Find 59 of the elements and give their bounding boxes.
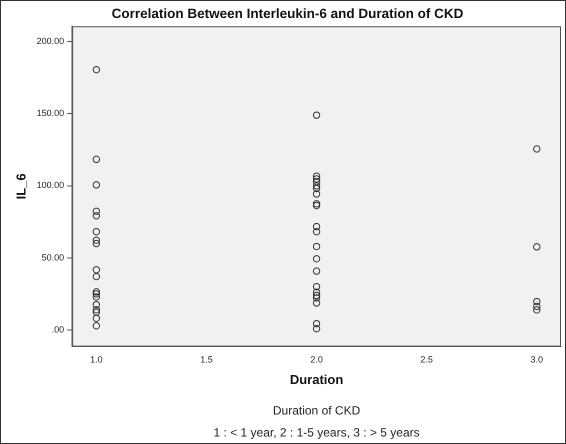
point bbox=[312, 282, 320, 290]
point bbox=[312, 172, 320, 180]
point bbox=[312, 202, 320, 210]
y-tick-label: .00 bbox=[52, 324, 64, 335]
point bbox=[312, 288, 320, 296]
point bbox=[533, 306, 540, 314]
point bbox=[92, 212, 100, 220]
point bbox=[92, 288, 100, 296]
point bbox=[312, 222, 320, 230]
point bbox=[312, 184, 320, 192]
text: 1 : < 1 year, 2 : 1-5 years, 3 : > 5 years bbox=[214, 425, 420, 440]
y-tick-label: 200.00 bbox=[36, 36, 64, 46]
point bbox=[92, 314, 100, 322]
point bbox=[92, 301, 100, 308]
point bbox=[312, 242, 320, 250]
x-tick-label: 2.5 bbox=[420, 354, 433, 364]
point bbox=[312, 292, 320, 300]
point bbox=[312, 178, 320, 186]
point bbox=[92, 228, 100, 236]
point bbox=[312, 324, 320, 332]
point bbox=[92, 293, 100, 301]
x-axis-title: Duration bbox=[290, 372, 344, 387]
point bbox=[92, 181, 100, 189]
x-tick-label: 2.0 bbox=[310, 354, 323, 364]
point bbox=[312, 320, 320, 328]
point bbox=[533, 302, 540, 310]
point bbox=[312, 255, 320, 263]
point bbox=[92, 308, 100, 316]
point bbox=[312, 182, 320, 190]
point bbox=[92, 236, 100, 244]
point bbox=[533, 243, 540, 251]
x-tick-label: 3.0 bbox=[530, 354, 544, 364]
y-tick-label: 50.00 bbox=[42, 252, 64, 262]
point bbox=[92, 156, 100, 164]
point bbox=[312, 200, 320, 208]
point bbox=[312, 294, 320, 302]
point bbox=[312, 228, 320, 236]
point bbox=[92, 208, 100, 216]
chart-title: Correlation Between Interleukin-6 and Duration of CKD bbox=[112, 6, 464, 21]
point bbox=[92, 322, 100, 330]
point bbox=[312, 175, 320, 183]
point bbox=[92, 66, 100, 74]
point bbox=[312, 299, 320, 307]
point bbox=[312, 190, 320, 198]
point bbox=[533, 298, 540, 306]
x-tick-label: 1.5 bbox=[200, 354, 213, 364]
x-tick-label: 1.0 bbox=[90, 354, 103, 364]
point bbox=[92, 240, 100, 248]
point bbox=[92, 306, 100, 314]
point bbox=[92, 290, 100, 298]
point bbox=[533, 145, 540, 153]
text: Duration of CKD bbox=[272, 403, 361, 418]
point bbox=[312, 267, 320, 275]
point bbox=[312, 111, 320, 119]
point bbox=[92, 272, 100, 280]
y-axis-title: IL_6 bbox=[13, 173, 28, 200]
y-tick-label: 100.00 bbox=[36, 180, 64, 190]
y-tick-label: 150.00 bbox=[36, 108, 64, 118]
point bbox=[92, 266, 100, 274]
